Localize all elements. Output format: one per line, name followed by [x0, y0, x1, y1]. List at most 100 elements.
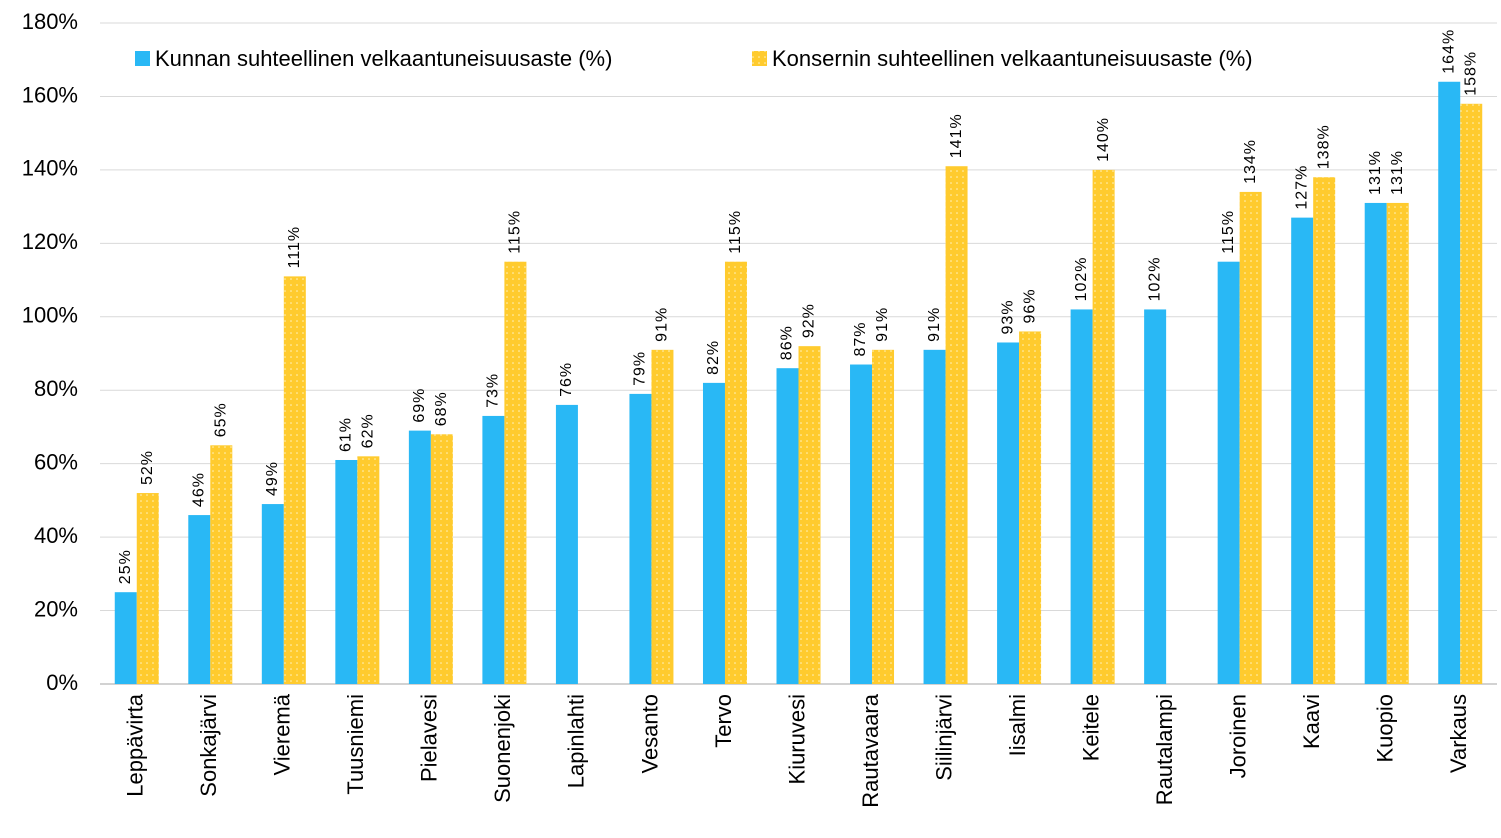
y-tick-label: 60% — [34, 449, 78, 474]
data-label: 79% — [632, 351, 649, 386]
data-label: 62% — [360, 413, 377, 448]
x-tick-label: Kuopio — [1373, 694, 1398, 763]
x-tick-label: Sonkajärvi — [196, 694, 221, 797]
bar — [1239, 191, 1262, 684]
data-label: 158% — [1462, 51, 1479, 96]
bar — [1364, 202, 1387, 684]
data-label: 91% — [654, 307, 671, 342]
x-tick-label: Joroinen — [1225, 694, 1250, 778]
data-label: 46% — [191, 472, 208, 507]
data-label: 86% — [779, 325, 796, 360]
bar — [210, 445, 233, 684]
bar — [1386, 202, 1409, 684]
x-tick-label: Tervo — [711, 694, 736, 748]
data-label: 127% — [1293, 165, 1310, 210]
data-label: 141% — [948, 113, 965, 158]
x-tick-label: Rautalampi — [1152, 694, 1177, 805]
bar — [555, 404, 578, 684]
data-label: 140% — [1095, 117, 1112, 162]
x-tick-label: Kaavi — [1299, 694, 1324, 749]
bar — [504, 261, 527, 684]
y-tick-label: 160% — [22, 82, 78, 107]
bar — [850, 364, 873, 684]
bar — [335, 459, 358, 684]
x-tick-label: Pielavesi — [417, 694, 442, 782]
data-label: 91% — [874, 307, 891, 342]
data-label: 92% — [801, 303, 818, 338]
bar — [357, 456, 380, 684]
legend-label: Kunnan suhteellinen velkaantuneisuusaste… — [155, 46, 612, 71]
data-label: 111% — [286, 226, 303, 269]
bar — [136, 493, 159, 684]
bar — [188, 515, 211, 684]
data-label: 131% — [1389, 150, 1406, 195]
bar — [798, 346, 821, 684]
data-label: 102% — [1146, 257, 1163, 302]
x-tick-label: Varkaus — [1446, 694, 1471, 773]
data-label: 87% — [852, 321, 869, 356]
bar — [283, 276, 306, 684]
x-tick-label: Rautavaara — [858, 693, 883, 808]
bar — [482, 415, 505, 684]
bar — [408, 430, 431, 684]
data-label: 73% — [485, 373, 502, 408]
bar — [629, 393, 652, 684]
bar — [1217, 261, 1240, 684]
bar — [1291, 217, 1314, 684]
y-tick-label: 20% — [34, 596, 78, 621]
bar — [261, 504, 284, 684]
bar — [776, 368, 799, 684]
bar — [1313, 177, 1336, 684]
data-label: 134% — [1242, 139, 1259, 184]
data-label: 115% — [507, 210, 524, 254]
x-tick-label: Kiuruvesi — [784, 694, 809, 784]
x-tick-label: Vieremä — [270, 693, 295, 775]
bar — [1019, 331, 1042, 684]
bar — [1438, 81, 1461, 684]
y-tick-label: 0% — [46, 670, 78, 695]
y-tick-label: 180% — [22, 9, 78, 34]
y-tick-label: 100% — [22, 303, 78, 328]
data-label: 68% — [433, 391, 450, 426]
data-label: 91% — [926, 307, 943, 342]
data-label: 65% — [213, 402, 230, 437]
data-label: 93% — [999, 299, 1016, 334]
y-tick-label: 40% — [34, 523, 78, 548]
bar — [872, 349, 895, 684]
x-tick-label: Tuusniemi — [343, 694, 368, 795]
x-tick-label: Keitele — [1078, 694, 1103, 761]
x-tick-label: Suonenjoki — [490, 694, 515, 803]
bar — [702, 382, 725, 684]
bar — [114, 592, 137, 684]
legend-label: Konsernin suhteellinen velkaantuneisuusa… — [772, 46, 1253, 71]
data-label: 96% — [1021, 288, 1038, 323]
data-label: 49% — [264, 461, 281, 496]
bar — [997, 342, 1020, 684]
data-label: 25% — [117, 549, 134, 584]
data-label: 52% — [139, 450, 156, 485]
legend-swatch — [752, 51, 767, 66]
y-tick-label: 80% — [34, 376, 78, 401]
data-label: 61% — [338, 417, 355, 452]
data-label: 115% — [1220, 210, 1237, 254]
x-tick-label: Leppävirta — [123, 693, 148, 797]
bar — [923, 349, 946, 684]
x-tick-label: Vesanto — [637, 694, 662, 774]
bar — [651, 349, 674, 684]
legend-swatch — [135, 51, 150, 66]
y-tick-label: 120% — [22, 229, 78, 254]
data-label: 69% — [411, 388, 428, 423]
bar — [1070, 309, 1093, 684]
bar — [945, 166, 968, 684]
bar — [430, 434, 453, 684]
data-label: 115% — [727, 210, 744, 254]
data-label: 138% — [1315, 124, 1332, 169]
bar — [1144, 309, 1167, 684]
x-tick-label: Siilinjärvi — [931, 694, 956, 781]
data-label: 82% — [705, 340, 722, 375]
data-label: 76% — [558, 362, 575, 397]
bar — [1092, 169, 1115, 684]
x-tick-label: Iisalmi — [1005, 694, 1030, 756]
bar — [724, 261, 747, 684]
